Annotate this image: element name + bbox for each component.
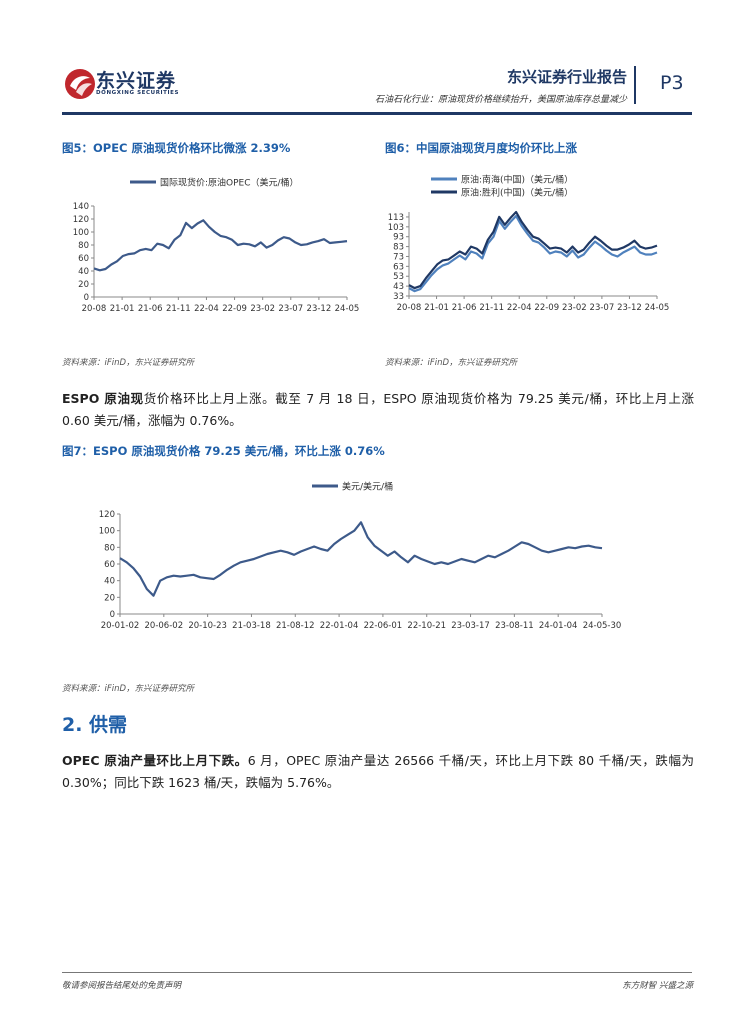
- fig7-y-tick-label: 120: [99, 510, 115, 520]
- fig6-series-line-0: [408, 214, 658, 293]
- fig5-y-tick-label: 140: [73, 202, 89, 212]
- page-number: P3: [660, 72, 684, 94]
- fig7-series-line-0: [119, 521, 603, 597]
- fig5-x-tick-label: 22-09: [222, 304, 247, 314]
- fig7-x-tick-label: 23-03-17: [451, 621, 490, 631]
- fig6-x-tick-label: 21-01: [424, 303, 449, 313]
- fig7-y-tick-label: 20: [104, 593, 115, 603]
- fig7-y-tick-label: 40: [104, 577, 115, 587]
- espo-lead: ESPO 原油现: [62, 391, 144, 406]
- supply-paragraph: OPEC 原油产量环比上月下跌。6 月，OPEC 原油产量达 26566 千桶/…: [62, 750, 694, 794]
- header-rule: [62, 112, 692, 115]
- fig6-y-tick-label: 43: [393, 282, 404, 292]
- company-name-en: DONGXING SECURITIES: [96, 90, 180, 96]
- fig5-y-tick-label: 100: [73, 228, 89, 238]
- company-name: 东兴证券: [96, 70, 177, 92]
- fig7-x-tick-label: 20-01-02: [101, 621, 140, 631]
- fig6-y-tick-label: 83: [393, 243, 404, 253]
- fig5-y-tick-label: 120: [73, 215, 89, 225]
- fig6-x-tick-label: 22-04: [507, 303, 532, 313]
- footer-rule: [62, 972, 692, 973]
- supply-text: 6 月，OPEC 原油产量达 26566 千桶/天，环比上月下跌 80 千桶/天…: [62, 753, 694, 790]
- header-divider: [634, 66, 636, 104]
- espo-text: 货价格环比上月上涨。截至 7 月 18 日，ESPO 原油现货价格为 79.25…: [62, 391, 694, 428]
- company-logo-icon: [65, 69, 95, 99]
- fig5-y-tick-label: 40: [78, 267, 89, 277]
- fig6-series-line-1: [408, 210, 658, 290]
- report-type: 东兴证券行业报告: [506, 68, 627, 86]
- fig7-x-tick-label: 24-05-30: [583, 621, 622, 631]
- fig6-y-tick-label: 103: [388, 223, 404, 233]
- fig6-x-tick-label: 21-11: [479, 303, 504, 313]
- fig5-x-tick-label: 21-01: [110, 304, 135, 314]
- fig7-y-tick-label: 80: [104, 543, 115, 553]
- fig5-x-tick-label: 23-12: [307, 304, 332, 314]
- figure-6-source: 资料来源：iFinD，东兴证券研究所: [385, 358, 518, 368]
- fig5-x-tick-label: 23-07: [278, 304, 303, 314]
- fig5-y-tick-label: 20: [78, 280, 89, 290]
- fig6-y-tick-label: 33: [393, 292, 404, 302]
- figure-6-title: 图6：中国原油现货月度均价环比上涨: [385, 141, 577, 155]
- fig7-y-tick-label: 100: [99, 527, 115, 537]
- footer-slogan: 东方财智 兴盛之源: [622, 981, 693, 991]
- fig7-x-tick-label: 24-01-04: [539, 621, 578, 631]
- figure-5-title: 图5：OPEC 原油现货价格环比微涨 2.39%: [62, 141, 291, 155]
- fig5-series-line-0: [93, 219, 348, 272]
- fig7-x-tick-label: 22-06-01: [364, 621, 403, 631]
- fig5-y-tick-label: 80: [78, 241, 89, 251]
- supply-lead: OPEC 原油产量环比上月下跌。: [62, 753, 248, 768]
- fig7-x-tick-label: 21-08-12: [276, 621, 315, 631]
- fig5-y-tick-label: 0: [84, 293, 89, 303]
- fig7-x-tick-label: 23-08-11: [495, 621, 534, 631]
- fig7-x-tick-label: 20-06-02: [145, 621, 184, 631]
- fig5-x-tick-label: 20-08: [82, 304, 107, 314]
- report-subtitle: 石油石化行业：原油现货价格继续抬升，美国原油库存总量减少: [374, 95, 627, 105]
- figure-7-source: 资料来源：iFinD，东兴证券研究所: [62, 684, 195, 694]
- figure-5-source: 资料来源：iFinD，东兴证券研究所: [62, 358, 195, 368]
- fig6-y-tick-label: 73: [393, 252, 404, 262]
- fig7-y-tick-label: 0: [110, 610, 115, 620]
- fig6-y-tick-label: 63: [393, 262, 404, 272]
- figure-7-chart: 0 20 40 60 80 100 120 20-01-02 20-06-02 20-10-23 2…: [99, 481, 622, 632]
- fig6-y-tick-label: 113: [388, 213, 404, 223]
- fig6-legend-label: 原油:胜利(中国)（美元/桶）: [461, 187, 573, 199]
- fig5-x-tick-label: 21-06: [138, 304, 163, 314]
- fig7-y-tick-label: 60: [104, 560, 115, 570]
- fig7-legend-label: 美元/美元/桶: [342, 481, 393, 493]
- fig6-x-tick-label: 24-05: [645, 303, 670, 313]
- fig6-x-tick-label: 23-07: [590, 303, 615, 313]
- fig6-x-tick-label: 22-09: [534, 303, 559, 313]
- fig5-legend-label: 国际现货价:原油OPEC（美元/桶）: [160, 177, 299, 189]
- fig6-y-tick-label: 53: [393, 272, 404, 282]
- fig6-y-tick-label: 93: [393, 233, 404, 243]
- fig5-x-tick-label: 21-11: [166, 304, 191, 314]
- espo-paragraph: ESPO 原油现货价格环比上月上涨。截至 7 月 18 日，ESPO 原油现货价…: [62, 388, 694, 432]
- fig6-x-tick-label: 20-08: [397, 303, 422, 313]
- fig6-x-tick-label: 23-02: [562, 303, 587, 313]
- figure-7-title: 图7：ESPO 原油现货价格 79.25 美元/桶，环比上涨 0.76%: [62, 444, 385, 458]
- fig6-x-tick-label: 23-12: [617, 303, 642, 313]
- fig5-x-tick-label: 24-05: [335, 304, 360, 314]
- fig5-x-tick-label: 23-02: [250, 304, 275, 314]
- fig6-legend-label: 原油:南海(中国)（美元/桶）: [461, 174, 573, 186]
- fig7-x-tick-label: 22-10-21: [407, 621, 446, 631]
- fig5-x-tick-label: 22-04: [194, 304, 219, 314]
- footer-disclaimer: 敬请参阅报告结尾处的免责声明: [62, 981, 182, 991]
- fig5-y-tick-label: 60: [78, 254, 89, 264]
- fig6-x-tick-label: 21-06: [452, 303, 477, 313]
- fig7-x-tick-label: 21-03-18: [232, 621, 271, 631]
- fig7-x-tick-label: 22-01-04: [320, 621, 359, 631]
- fig7-x-tick-label: 20-10-23: [188, 621, 227, 631]
- section-heading: 2. 供需: [62, 714, 128, 736]
